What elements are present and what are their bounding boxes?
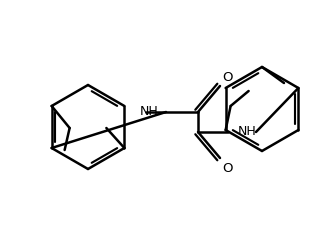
- Text: NH: NH: [139, 105, 158, 118]
- Text: O: O: [222, 161, 233, 174]
- Text: NH: NH: [238, 125, 257, 138]
- Text: O: O: [222, 71, 233, 84]
